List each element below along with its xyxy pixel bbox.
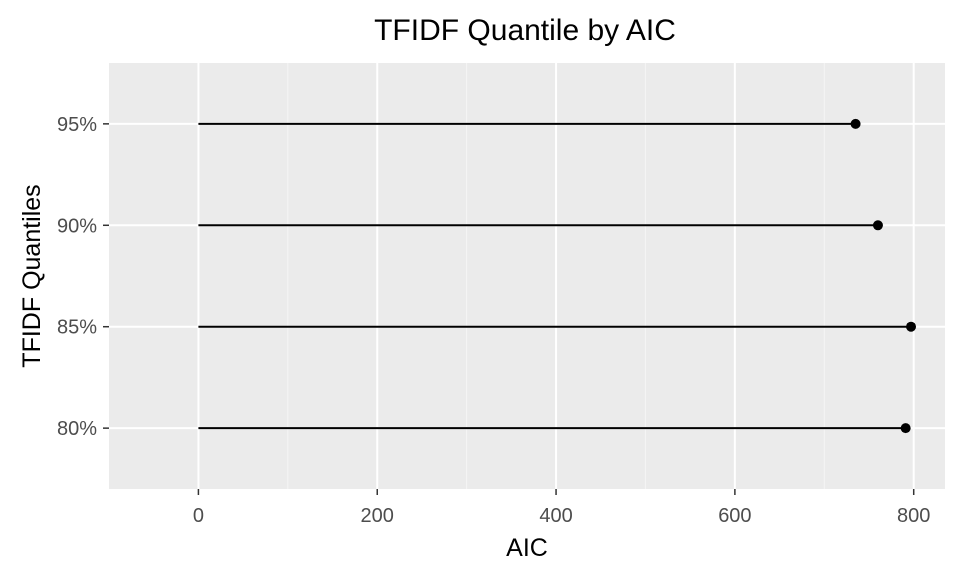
y-tick-label: 95%	[57, 114, 97, 136]
minor-gridlines	[287, 63, 825, 489]
y-tick-label: 80%	[57, 418, 97, 440]
x-tick-label: 400	[539, 505, 572, 527]
y-tick-label: 85%	[57, 317, 97, 339]
lollipop-point	[872, 220, 883, 231]
data-marks	[198, 118, 917, 434]
lollipop-point	[906, 321, 917, 332]
chart-title: TFIDF Quantile by AIC	[374, 14, 676, 47]
y-tick-label: 90%	[57, 215, 97, 237]
lollipop-point	[900, 423, 911, 434]
y-axis-title: TFIDF Quantiles	[18, 184, 46, 367]
x-tick-label: 0	[193, 505, 204, 527]
x-tick-label: 800	[897, 505, 930, 527]
x-axis: 0 200 400 600 800	[193, 489, 930, 527]
plot-panel	[109, 63, 945, 489]
x-tick-label: 200	[361, 505, 394, 527]
y-axis: 80% 85% 90% 95%	[57, 114, 109, 440]
x-tick-label: 600	[718, 505, 751, 527]
x-axis-title: AIC	[506, 534, 548, 562]
lollipop-point	[850, 118, 861, 129]
